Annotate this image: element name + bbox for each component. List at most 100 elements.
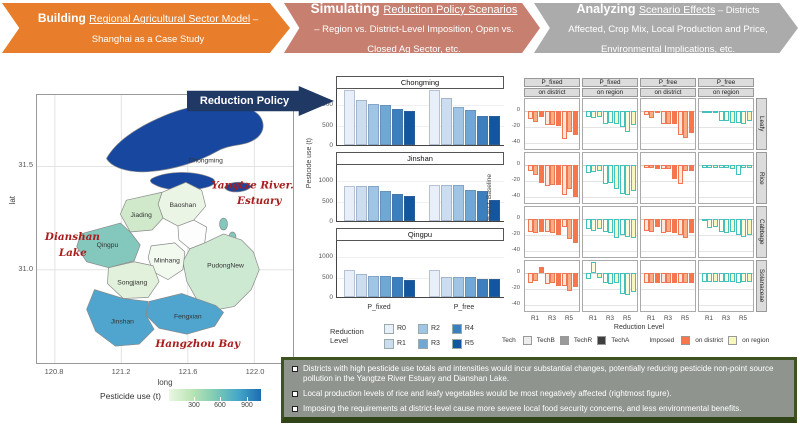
district-chongming	[106, 103, 264, 173]
banner-link: Scenario Effects	[638, 3, 716, 16]
bar	[562, 111, 567, 139]
bar	[707, 273, 713, 282]
bar-Qingpu-P_free-R0	[429, 270, 440, 297]
bar	[625, 273, 631, 296]
bar	[608, 165, 614, 184]
bar	[596, 111, 602, 118]
legend-label: R4	[464, 325, 474, 332]
y-tick-label: -40	[511, 300, 520, 307]
legend-swatch	[384, 338, 394, 349]
imposed-label: on region	[742, 337, 770, 344]
bar	[620, 165, 625, 194]
col-header-bottom: on district	[524, 88, 580, 97]
gradient-tick-label: 900	[241, 402, 253, 409]
bar-Qingpu-P_fixed-R4	[392, 277, 403, 297]
bar	[625, 111, 631, 132]
bar-Jinshan-P_free-R0	[429, 185, 440, 221]
bar	[649, 165, 655, 169]
legend-label: R5	[464, 340, 474, 347]
bar	[572, 273, 578, 288]
bar	[596, 273, 602, 278]
panel-Leafy-1	[582, 98, 638, 150]
finding-item: Districts with high pesticide use totals…	[292, 364, 786, 384]
bar	[538, 165, 544, 183]
annotation-line: Yangtze River.	[211, 179, 293, 191]
district-label-jiading: Jiading	[131, 212, 153, 219]
bar	[712, 219, 718, 227]
annotation-line: Dianshan	[44, 231, 100, 243]
x-tick-label: R1	[704, 315, 714, 322]
col-header-2: P_free on district	[640, 78, 696, 97]
district-label-songjiang: Songjiang	[117, 280, 147, 287]
bar-Qingpu-P_fixed-R1	[356, 274, 367, 297]
bar	[591, 111, 597, 119]
col-header-0: P_fixed on district	[524, 78, 580, 97]
banner-lead: Analyzing	[576, 1, 639, 16]
bar	[654, 111, 660, 113]
row-label-Leafy: Leafy	[756, 98, 767, 150]
gradient-tick	[219, 397, 221, 401]
legend-item-R0: R0	[384, 322, 406, 335]
bar	[736, 165, 741, 176]
y-tick-label: 500	[322, 273, 333, 281]
bar-Jinshan-P_free-R2	[453, 185, 464, 221]
bar	[555, 219, 561, 235]
reduction-level-legend: Reduction Level R0 R1 R2 R3 R4 R5	[330, 322, 474, 350]
tech-swatch	[559, 336, 569, 345]
bar	[678, 219, 683, 235]
bar	[688, 273, 694, 284]
x-tick-label: R3	[547, 315, 557, 322]
y-tick-label: 500	[322, 197, 333, 205]
finding-item: Local production levels of rice and leaf…	[292, 389, 786, 399]
panel-Cabbage-2	[640, 206, 696, 258]
legend-item-R5: R5	[451, 337, 474, 350]
legend-item-R4: R4	[451, 322, 474, 335]
finding-text: Local production levels of rice and leaf…	[303, 389, 672, 398]
legend-swatches: R0 R1 R2 R3 R4 R5	[384, 322, 474, 350]
bar	[666, 273, 672, 284]
banner-analyzing-text: Analyzing Scenario Effects – Districts A…	[534, 1, 798, 55]
bar-Chongming-P_fixed-R1	[356, 100, 367, 145]
panel-Rice-1	[582, 152, 638, 204]
bar	[620, 111, 625, 127]
bar	[649, 273, 655, 283]
banner-link: Regional Agricultural Sector Model	[89, 13, 251, 26]
bar	[702, 111, 707, 113]
pesticide-gradient: 300 600 900	[168, 389, 261, 415]
tech-legend-title: Tech	[502, 337, 516, 344]
banner-tail: – Districts Affected, Crop Mix, Local Pr…	[568, 4, 768, 55]
bar	[596, 219, 602, 230]
col-header-bottom: on district	[640, 88, 696, 97]
district-fengxian	[145, 293, 224, 335]
gradient-tick-label: 300	[188, 402, 200, 409]
bar	[712, 165, 718, 169]
tech-label: TechR	[573, 337, 593, 344]
x-tick-label: R1	[530, 315, 540, 322]
x-tick-label: R3	[663, 315, 673, 322]
bar	[741, 111, 747, 124]
bar	[666, 165, 672, 169]
imposed-label: on district	[695, 337, 724, 344]
legend-item-R1: R1	[384, 337, 406, 350]
bar	[724, 111, 730, 122]
bar	[620, 219, 625, 235]
bar	[613, 273, 619, 283]
y-tick-label: 0	[516, 160, 520, 167]
panel-grid: P_fixed on district P_fixed on region P_free…	[498, 78, 782, 323]
imposed-legend-title: Imposed	[649, 337, 675, 344]
panel-Solanaceae-1	[582, 260, 638, 312]
bar-Chongming-P_fixed-R5	[404, 111, 415, 145]
bar	[707, 111, 713, 113]
bar	[545, 111, 550, 126]
map-x-tick: 122.0	[245, 367, 265, 376]
shanghai-map: lat 31.5 31.0 120.8 121.2 121.6 122.0 lo…	[4, 58, 310, 424]
bar	[724, 273, 730, 282]
bar	[528, 111, 533, 119]
district-jinshan	[86, 289, 155, 347]
bar	[533, 219, 539, 234]
bar	[702, 273, 707, 282]
bar	[671, 111, 677, 124]
bar	[562, 273, 567, 286]
col-header-bottom: on region	[698, 88, 754, 97]
facet-title: Jinshan	[336, 152, 504, 165]
